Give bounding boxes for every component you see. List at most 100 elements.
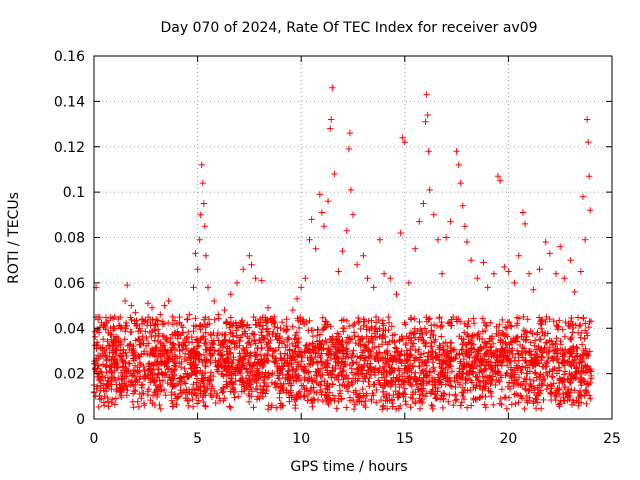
- data-point: [362, 397, 369, 405]
- data-point: [99, 373, 106, 380]
- data-point: [207, 390, 214, 397]
- data-point: [135, 335, 142, 343]
- data-point: [525, 387, 532, 394]
- data-point: [209, 340, 216, 347]
- data-point: [385, 313, 392, 321]
- data-point: [522, 386, 529, 393]
- data-point: [433, 322, 441, 329]
- data-point: [458, 346, 465, 353]
- data-point: [409, 362, 416, 369]
- data-point: [476, 378, 483, 386]
- data-point: [165, 355, 172, 363]
- data-point: [430, 364, 437, 371]
- data-point: [511, 391, 518, 398]
- data-point: [349, 350, 356, 357]
- data-point: [158, 369, 165, 376]
- data-point: [231, 394, 238, 401]
- data-point: [337, 364, 344, 372]
- data-point: [258, 277, 265, 284]
- data-point: [201, 340, 208, 347]
- data-point: [545, 353, 552, 361]
- data-point: [434, 236, 442, 243]
- data-point: [207, 331, 215, 339]
- data-point: [552, 270, 560, 277]
- data-point: [242, 374, 250, 382]
- data-point: [297, 348, 304, 355]
- data-point: [250, 331, 257, 338]
- data-point: [349, 381, 356, 388]
- y-tick-label: 0.12: [54, 140, 85, 156]
- data-point: [551, 365, 558, 372]
- data-point: [571, 288, 578, 296]
- data-point: [230, 320, 237, 327]
- data-point: [162, 391, 169, 399]
- data-point: [314, 326, 321, 333]
- data-point: [517, 381, 524, 389]
- data-point: [154, 384, 161, 392]
- data-point: [126, 360, 133, 367]
- data-point: [351, 401, 358, 408]
- data-point: [425, 378, 433, 385]
- data-point: [416, 391, 424, 398]
- data-point: [581, 362, 589, 369]
- data-point: [566, 370, 573, 377]
- data-point: [514, 391, 522, 399]
- data-point: [373, 386, 380, 394]
- data-point: [113, 364, 120, 371]
- data-point: [345, 375, 352, 382]
- data-point: [202, 403, 209, 410]
- data-point: [452, 397, 459, 404]
- data-point: [514, 320, 521, 327]
- data-point: [202, 323, 209, 331]
- data-point: [222, 368, 230, 375]
- data-point: [117, 339, 124, 347]
- data-point: [271, 313, 278, 321]
- data-point: [123, 392, 130, 399]
- data-point: [131, 388, 138, 395]
- data-point: [521, 385, 529, 392]
- data-point: [360, 401, 368, 409]
- data-point: [458, 399, 465, 406]
- data-point: [348, 354, 355, 362]
- data-point: [319, 371, 326, 379]
- data-point: [309, 340, 316, 347]
- data-point: [410, 376, 417, 383]
- data-point: [380, 393, 388, 400]
- data-point: [538, 345, 545, 352]
- data-point: [532, 355, 540, 363]
- data-point: [460, 389, 467, 397]
- data-point: [429, 405, 436, 413]
- data-point: [300, 316, 307, 323]
- data-point: [159, 377, 167, 384]
- data-point: [384, 397, 391, 404]
- data-point: [197, 326, 204, 333]
- data-point: [200, 351, 208, 358]
- data-point: [236, 350, 243, 357]
- data-point: [380, 367, 387, 374]
- data-point: [171, 390, 179, 398]
- data-point: [538, 353, 545, 360]
- data-point: [566, 361, 574, 368]
- data-point: [528, 358, 535, 365]
- data-point: [437, 323, 444, 331]
- data-point: [280, 326, 288, 334]
- data-point: [566, 396, 573, 403]
- data-point: [227, 314, 234, 321]
- data-point: [227, 291, 234, 298]
- data-point: [121, 336, 128, 343]
- data-point: [138, 395, 145, 402]
- data-point: [135, 352, 142, 360]
- data-point: [482, 366, 489, 373]
- data-point: [297, 393, 304, 400]
- data-point: [260, 377, 267, 384]
- data-point: [300, 365, 308, 372]
- data-point: [366, 383, 373, 390]
- data-point: [402, 401, 410, 408]
- data-point: [476, 335, 483, 342]
- data-point: [416, 218, 423, 225]
- data-point: [401, 385, 408, 392]
- data-point: [220, 385, 227, 392]
- data-point: [236, 357, 243, 364]
- data-point: [233, 332, 240, 339]
- data-point: [100, 399, 107, 406]
